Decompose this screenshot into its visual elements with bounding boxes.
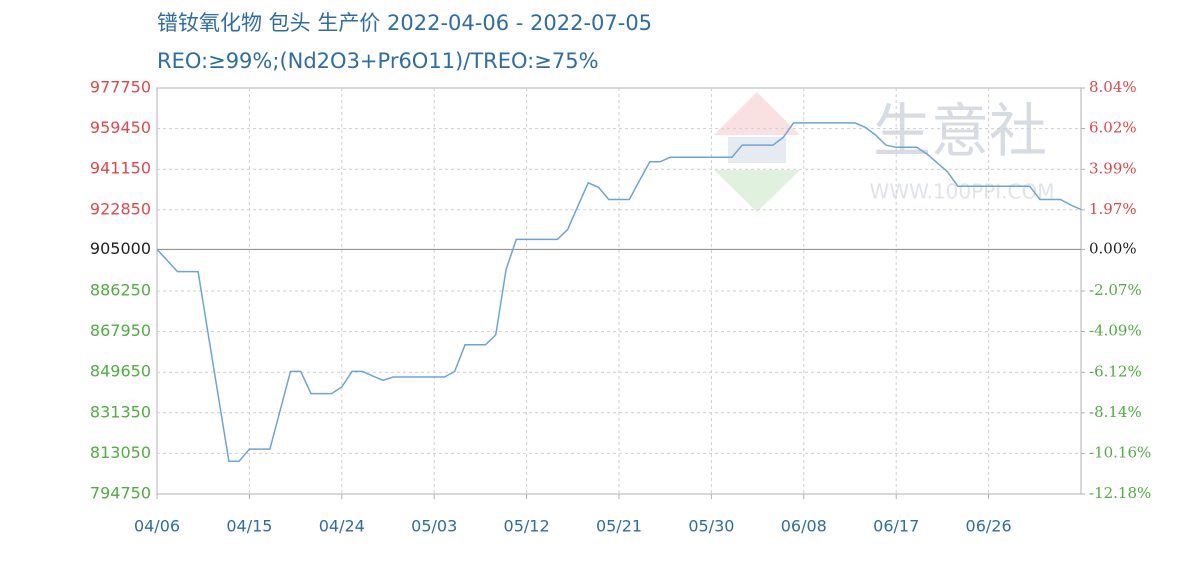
- x-tick-label: 05/21: [596, 517, 642, 536]
- y-tick-label: 959450: [90, 118, 151, 137]
- y2-tick-label: 3.99%: [1089, 159, 1137, 177]
- watermark-logo: [714, 92, 800, 212]
- chart-subtitle: REO:≥99%;(Nd2O3+Pr6O11)/TREO:≥75%: [157, 49, 599, 73]
- y2-tick-label: -2.07%: [1089, 281, 1142, 299]
- x-tick-label: 05/30: [688, 517, 734, 536]
- y-tick-label: 831350: [90, 402, 151, 421]
- x-tick-label: 05/03: [411, 517, 457, 536]
- y2-tick-label: -4.09%: [1089, 322, 1142, 340]
- y2-tick-label: 1.97%: [1089, 200, 1137, 218]
- y2-tick-label: -6.12%: [1089, 362, 1142, 380]
- logo-top: [714, 92, 800, 135]
- x-tick-label: 06/08: [781, 517, 827, 536]
- x-tick-label: 06/26: [966, 517, 1012, 536]
- y-tick-label: 849650: [90, 362, 151, 381]
- line: [156, 122, 1082, 463]
- watermark-url: WWW.100PPI.COM: [870, 180, 1055, 204]
- y2-tick-label: 0.00%: [1089, 239, 1137, 257]
- logo-bottom: [714, 170, 800, 212]
- y2-tick-label: 8.04%: [1089, 78, 1137, 96]
- y2-tick-label: 6.02%: [1089, 119, 1137, 137]
- y-tick-label: 977750: [90, 78, 151, 97]
- x-tick-label: 06/17: [873, 517, 919, 536]
- y-tick-label: 922850: [90, 199, 151, 218]
- logo-mid: [728, 137, 786, 163]
- x-tick-label: 04/06: [134, 517, 180, 536]
- y-tick-label: 886250: [90, 281, 151, 300]
- x-tick-label: 04/15: [226, 517, 272, 536]
- y-tick-label: 813050: [90, 443, 151, 462]
- y2-tick-label: -10.16%: [1089, 443, 1151, 461]
- watermark: 生意社: [873, 97, 1047, 165]
- y-tick-label: 905000: [90, 239, 151, 258]
- x-tick-label: 04/24: [319, 517, 365, 536]
- y-tick-label: 867950: [90, 321, 151, 340]
- y2-tick-label: -12.18%: [1089, 484, 1151, 502]
- y-tick-label: 794750: [90, 484, 151, 503]
- y2-tick-label: -8.14%: [1089, 403, 1142, 421]
- x-tick-label: 05/12: [504, 517, 550, 536]
- y-tick-label: 941150: [90, 159, 151, 178]
- chart-title: 镨钕氧化物 包头 生产价 2022-04-06 - 2022-07-05: [157, 11, 652, 35]
